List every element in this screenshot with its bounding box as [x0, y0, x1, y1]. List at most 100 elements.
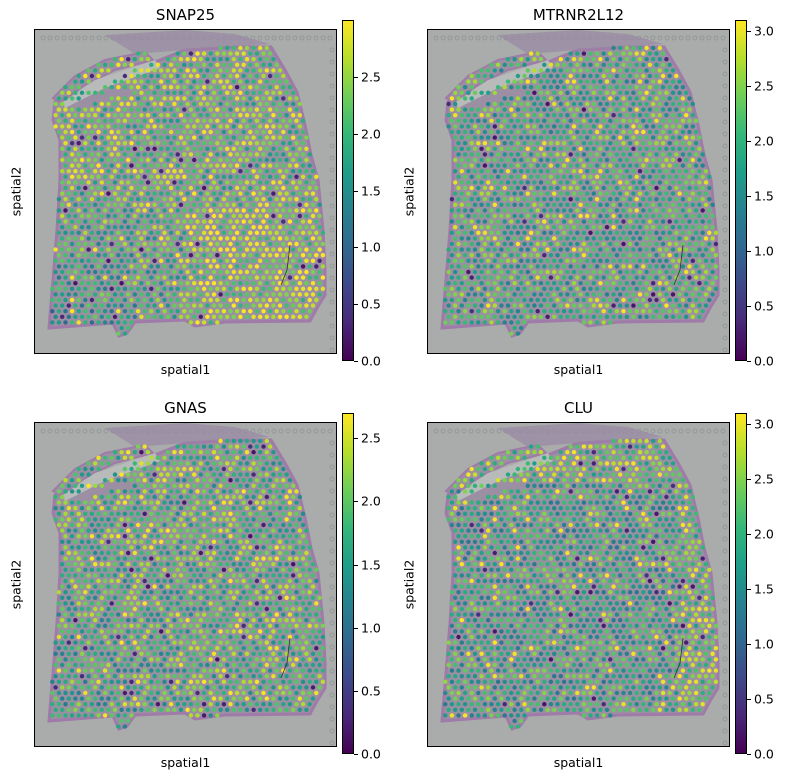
- spot: [166, 528, 170, 532]
- spot: [251, 281, 255, 285]
- spot: [605, 124, 609, 128]
- spot: [578, 281, 582, 285]
- spot: [110, 186, 114, 190]
- spot: [542, 152, 546, 156]
- spot: [126, 495, 130, 499]
- spot: [251, 551, 255, 555]
- spot: [146, 57, 150, 61]
- spot: [156, 635, 160, 639]
- spot: [592, 102, 596, 106]
- spot: [677, 169, 681, 173]
- spot: [215, 624, 219, 628]
- spot: [473, 247, 477, 251]
- spot: [671, 124, 675, 128]
- spot: [202, 556, 206, 560]
- spot: [466, 303, 470, 307]
- spot: [189, 456, 193, 460]
- spot: [615, 175, 619, 179]
- spot: [126, 259, 130, 263]
- spot: [242, 467, 246, 471]
- spot: [625, 79, 629, 83]
- spot: [182, 635, 186, 639]
- spot: [476, 74, 480, 78]
- spot: [139, 528, 143, 532]
- spot: [192, 506, 196, 510]
- spot: [149, 219, 153, 223]
- spot: [258, 91, 262, 95]
- spot: [618, 169, 622, 173]
- spot: [268, 197, 272, 201]
- spot: [644, 303, 648, 307]
- spot: [182, 601, 186, 605]
- spot: [116, 119, 120, 123]
- spot: [83, 287, 87, 291]
- spot: [123, 309, 127, 313]
- spot: [202, 500, 206, 504]
- spot: [701, 163, 705, 167]
- spot: [271, 236, 275, 240]
- spot: [162, 231, 166, 235]
- spot: [608, 74, 612, 78]
- spot: [598, 91, 602, 95]
- spot: [176, 534, 180, 538]
- spot: [166, 91, 170, 95]
- spot: [202, 275, 206, 279]
- spot: [691, 259, 695, 263]
- spot: [268, 579, 272, 583]
- spot: [119, 124, 123, 128]
- spot: [143, 85, 147, 89]
- spot: [238, 158, 242, 162]
- spot: [156, 612, 160, 616]
- spot: [215, 175, 219, 179]
- spot: [651, 214, 655, 218]
- spot: [70, 534, 74, 538]
- spot: [308, 219, 312, 223]
- spot: [176, 141, 180, 145]
- spot: [284, 506, 288, 510]
- spot: [149, 208, 153, 212]
- spot: [169, 478, 173, 482]
- spot: [110, 63, 114, 67]
- spot: [245, 225, 249, 229]
- spot: [182, 612, 186, 616]
- spot: [317, 607, 321, 611]
- spot: [674, 119, 678, 123]
- spot: [90, 309, 94, 313]
- spot: [654, 51, 658, 55]
- spot: [156, 119, 160, 123]
- spot: [80, 640, 84, 644]
- spot: [86, 629, 90, 633]
- spot: [70, 568, 74, 572]
- spot: [146, 180, 150, 184]
- spot: [559, 236, 563, 240]
- spot: [536, 175, 540, 179]
- spot: [199, 191, 203, 195]
- spot: [284, 517, 288, 521]
- spot: [182, 197, 186, 201]
- spot: [317, 270, 321, 274]
- spot: [143, 287, 147, 291]
- spot: [255, 478, 259, 482]
- spot: [103, 63, 107, 67]
- spot: [176, 231, 180, 235]
- spot: [681, 119, 685, 123]
- spot: [146, 259, 150, 263]
- spot: [308, 635, 312, 639]
- spot: [294, 635, 298, 639]
- spot: [205, 57, 209, 61]
- spot: [209, 242, 213, 246]
- spot: [126, 147, 130, 151]
- spot: [261, 253, 265, 257]
- spot: [77, 186, 81, 190]
- spot: [258, 439, 262, 443]
- spot: [110, 523, 114, 527]
- spot: [199, 540, 203, 544]
- spot: [284, 629, 288, 633]
- spot: [93, 292, 97, 296]
- spot: [251, 540, 255, 544]
- spot: [552, 259, 556, 263]
- spot: [691, 225, 695, 229]
- spot: [265, 506, 269, 510]
- spot: [595, 175, 599, 179]
- spot: [701, 309, 705, 313]
